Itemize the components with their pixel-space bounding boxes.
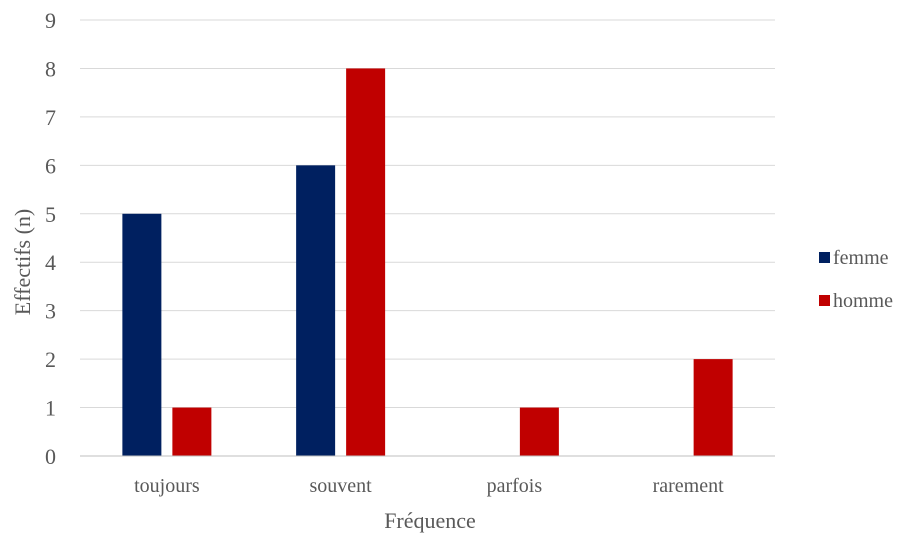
y-tick-label: 0 bbox=[45, 444, 56, 469]
y-tick-label: 3 bbox=[45, 299, 56, 324]
legend-label-femme: femme bbox=[833, 247, 889, 269]
bar-homme-toujours bbox=[172, 407, 212, 456]
x-tick-label: parfois bbox=[487, 475, 543, 497]
x-tick-label: toujours bbox=[134, 475, 200, 497]
x-axis-title: Fréquence bbox=[384, 508, 476, 533]
y-tick-label: 8 bbox=[45, 56, 56, 81]
bar-homme-parfois bbox=[519, 407, 559, 456]
bar-homme-souvent bbox=[346, 68, 386, 456]
y-tick-label: 5 bbox=[45, 202, 56, 227]
bar-femme-souvent bbox=[296, 165, 336, 457]
bars bbox=[122, 68, 733, 457]
bar-homme-rarement bbox=[693, 359, 733, 456]
legend-swatch-femme bbox=[819, 252, 830, 263]
gridlines bbox=[80, 19, 775, 409]
legend: femme homme bbox=[819, 247, 893, 312]
y-tick-label: 9 bbox=[45, 8, 56, 33]
y-tick-label: 1 bbox=[45, 396, 56, 421]
axes: 0 1 2 3 4 5 6 7 8 9 toujours souvent parfois rarement bbox=[45, 8, 775, 497]
y-tick-label: 6 bbox=[45, 153, 56, 178]
x-tick-label: souvent bbox=[310, 475, 373, 497]
y-tick-label: 7 bbox=[45, 105, 56, 130]
x-tick-label: rarement bbox=[653, 475, 725, 497]
y-tick-label: 4 bbox=[45, 250, 56, 275]
y-axis-title: Effectifs (n) bbox=[10, 209, 35, 316]
y-tick-label: 2 bbox=[45, 347, 56, 372]
legend-label-homme: homme bbox=[833, 290, 893, 312]
bar-femme-toujours bbox=[122, 213, 162, 456]
legend-swatch-homme bbox=[819, 295, 830, 306]
